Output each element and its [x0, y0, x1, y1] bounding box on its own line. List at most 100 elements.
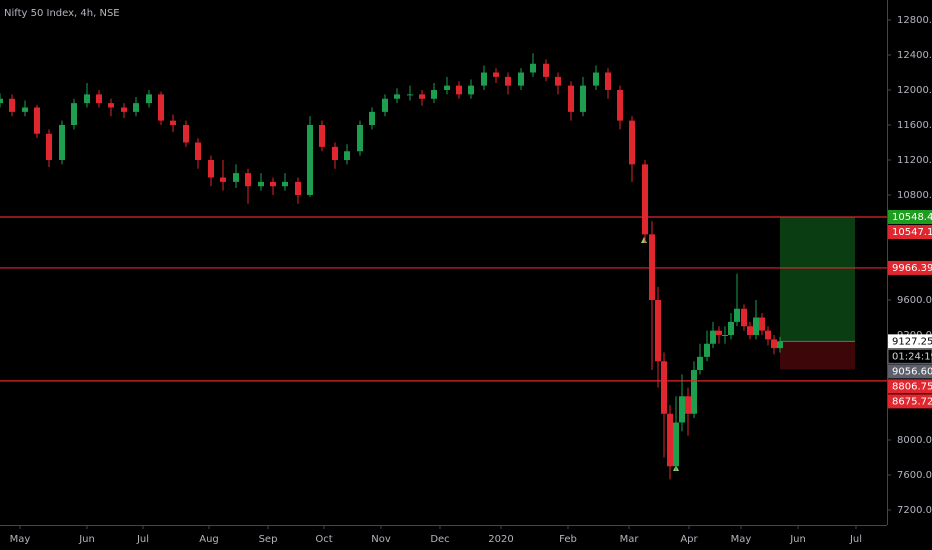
candle-body: [295, 181, 301, 195]
candle-body: [22, 107, 28, 112]
candle-body: [593, 72, 599, 86]
price-label-box: [888, 334, 932, 349]
x-tick-label: Oct: [315, 534, 332, 545]
x-tick-label: Jun: [78, 534, 95, 545]
candle-body: [319, 125, 325, 147]
candle-body: [419, 94, 425, 99]
candle-body: [59, 125, 65, 160]
candle-body: [685, 396, 691, 414]
candle-body: [629, 120, 635, 165]
price-label: 9056.60: [892, 366, 932, 377]
profit-zone: [780, 217, 855, 342]
y-tick-label: 8000.00: [897, 435, 932, 446]
candle-body: [691, 370, 697, 414]
y-tick-label: 12000.00: [897, 85, 932, 96]
candle-body: [84, 94, 90, 104]
candle-body: [617, 90, 623, 121]
price-label-box: [888, 260, 932, 275]
candle-body: [759, 317, 765, 331]
candle-body: [270, 181, 276, 187]
candle-body: [183, 125, 189, 143]
x-tick-label: Jun: [789, 534, 806, 545]
price-label: 10548.41: [892, 212, 932, 223]
candle-body: [34, 107, 40, 134]
candle-body: [710, 330, 716, 344]
candle-body: [344, 151, 350, 160]
y-tick-label: 11200.00: [897, 155, 932, 166]
candle-body: [543, 63, 549, 77]
candle-body: [741, 308, 747, 327]
candle-body: [661, 361, 667, 414]
candle-body: [753, 317, 759, 335]
candle-body: [568, 85, 574, 112]
candle-body: [649, 234, 655, 300]
price-label: 8806.75: [892, 381, 932, 392]
candle-body: [332, 146, 338, 160]
candle-body: [673, 422, 679, 467]
y-tick-label: 11600.00: [897, 120, 932, 131]
candle-body: [158, 94, 164, 121]
candle-body: [431, 90, 437, 99]
y-tick-label: 12400.00: [897, 50, 932, 61]
x-tick-label: May: [10, 534, 31, 545]
candle-body: [580, 85, 586, 112]
x-tick-label: Jul: [136, 534, 149, 545]
price-label-box: [888, 210, 932, 225]
candle-body: [444, 85, 450, 90]
candle-body: [734, 308, 740, 322]
candle-body: [382, 98, 388, 112]
candle-body: [121, 107, 127, 112]
price-label-box: [888, 394, 932, 409]
countdown-box: [887, 348, 932, 364]
candle-body: [530, 63, 536, 73]
x-tick-label: Apr: [680, 534, 698, 545]
candle-body: [307, 125, 313, 195]
candle-body: [195, 142, 201, 160]
candle-body: [357, 125, 363, 152]
candle-body: [642, 164, 648, 235]
candle-body: [777, 341, 783, 349]
candle-body: [208, 160, 214, 178]
candle-body: [728, 321, 734, 335]
price-label: 8675.72: [892, 396, 932, 407]
candle-body: [505, 76, 511, 86]
candle-body: [747, 326, 753, 335]
candle-body: [394, 94, 400, 99]
candle-body: [667, 413, 673, 467]
candle-body: [146, 94, 152, 104]
candle-body: [518, 72, 524, 86]
countdown: 01:24:19: [892, 351, 932, 362]
y-tick-label: 7600.00: [897, 470, 932, 481]
price-label-box: [888, 379, 932, 394]
candle-body: [765, 330, 771, 340]
candle-body: [258, 181, 264, 187]
x-tick-label: May: [731, 534, 752, 545]
price-label-box: [888, 225, 932, 240]
candle-body: [468, 85, 474, 95]
y-tick-label: 10800.00: [897, 190, 932, 201]
x-tick-label: Sep: [259, 534, 278, 545]
x-tick-label: Mar: [620, 534, 640, 545]
candle-body: [704, 343, 710, 357]
y-tick-label: 12800.00: [897, 15, 932, 26]
candle-body: [282, 181, 288, 187]
price-label-box: [888, 364, 932, 379]
candle-body: [369, 111, 375, 125]
candle-body: [46, 133, 52, 160]
candle-body: [220, 177, 226, 182]
x-tick-label: Nov: [371, 534, 391, 545]
candle-body: [407, 94, 413, 96]
candle-body: [655, 300, 661, 362]
loss-zone: [780, 341, 855, 370]
chart-title: Nifty 50 Index, 4h, NSE: [4, 8, 120, 19]
price-label: 9127.25: [892, 336, 932, 347]
candle-body: [133, 103, 139, 112]
candle-body: [481, 72, 487, 86]
x-tick-label: Jul: [849, 534, 862, 545]
candle-body: [605, 72, 611, 90]
x-tick-label: Feb: [559, 534, 577, 545]
candle-body: [555, 76, 561, 86]
candle-body: [716, 330, 722, 335]
price-label: 9966.39: [892, 263, 932, 274]
